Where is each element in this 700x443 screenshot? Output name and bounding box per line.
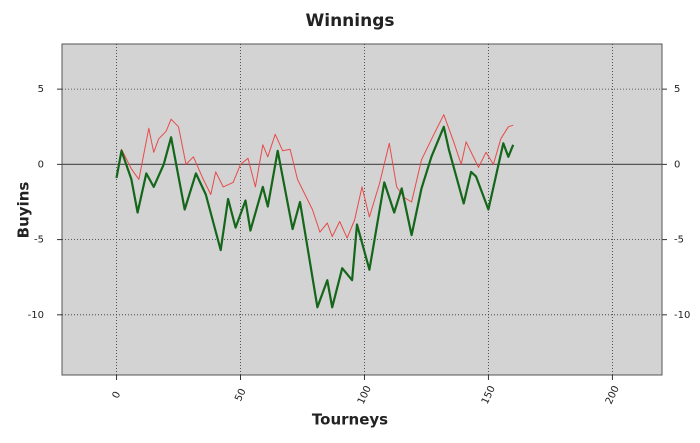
y-axis-label: Buyins bbox=[15, 182, 33, 239]
y-tick-label: 5 bbox=[38, 84, 44, 95]
y2-tick-label: 5 bbox=[674, 84, 680, 95]
x-tick-label: 50 bbox=[233, 387, 248, 403]
y-tick-label: -10 bbox=[28, 310, 44, 321]
y-tick-label: -5 bbox=[34, 235, 44, 246]
x-tick-label: 0 bbox=[111, 390, 124, 400]
x-tick-label: 200 bbox=[604, 384, 622, 406]
series-line bbox=[115, 125, 515, 309]
x-tick-label: 100 bbox=[356, 384, 374, 406]
y2-tick-label: -5 bbox=[674, 235, 684, 246]
y2-tick-label: 0 bbox=[674, 159, 680, 170]
series-line bbox=[116, 114, 514, 239]
y-tick-label: 0 bbox=[38, 159, 44, 170]
chart-title: Winnings bbox=[305, 11, 394, 31]
x-tick-label: 150 bbox=[480, 384, 498, 406]
y2-tick-label: -10 bbox=[674, 310, 690, 321]
plot-area bbox=[61, 43, 663, 376]
x-axis-label: Tourneys bbox=[312, 411, 388, 429]
